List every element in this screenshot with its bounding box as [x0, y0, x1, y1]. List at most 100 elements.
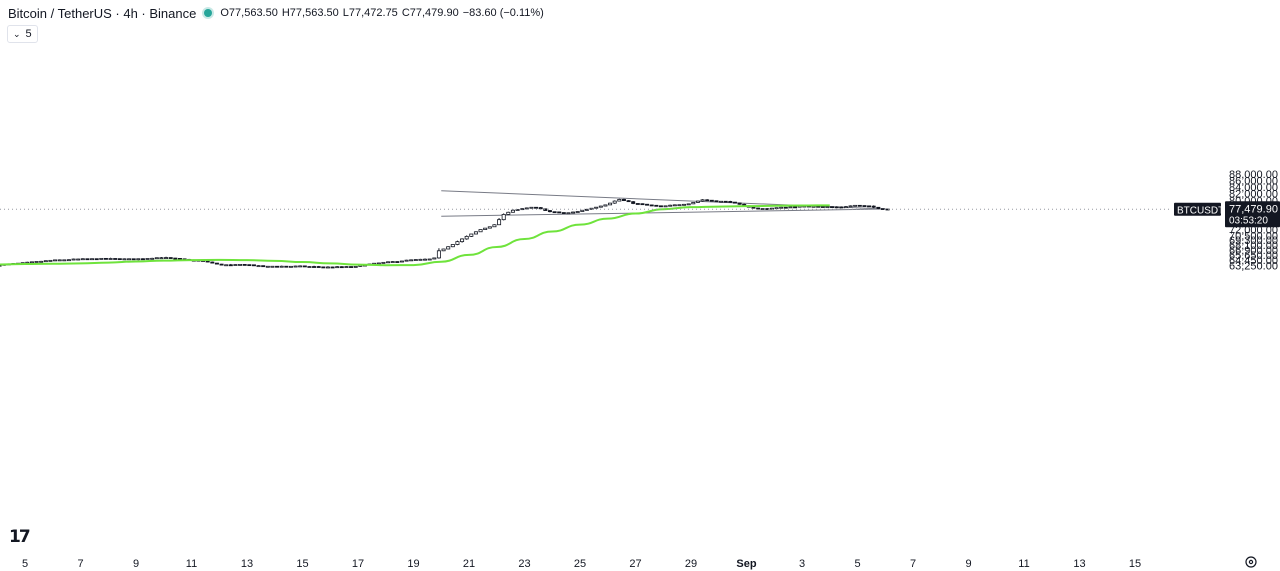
candle — [617, 198, 622, 202]
candle — [478, 229, 483, 233]
price-tick-label: 84,000.00 — [1229, 182, 1278, 194]
price-tick-label: 70,500.00 — [1229, 230, 1278, 242]
candle — [168, 257, 173, 259]
indicators-toggle-button[interactable]: ⌄ 5 — [7, 25, 38, 43]
candle — [386, 261, 391, 264]
candle — [834, 206, 839, 209]
candle — [48, 259, 53, 262]
candle — [265, 265, 270, 268]
candle — [159, 257, 164, 260]
candle — [663, 205, 668, 208]
price-tick-label: 63,250.00 — [1229, 260, 1278, 272]
market-status-icon[interactable] — [204, 9, 213, 17]
candle — [575, 211, 580, 213]
candle — [279, 265, 284, 268]
time-axis[interactable]: 5 7 9 11 13 15 17 19 21 23 25 27 29 Sep 3 5 7 9 11 13 15 — [22, 558, 1141, 570]
candle — [460, 238, 465, 243]
candle — [830, 206, 835, 209]
time-tick-label: Sep — [736, 558, 756, 570]
current-price-badge: BTCUSDT 77,479.90 03:53:20 — [1174, 201, 1280, 228]
price-tick-label: 66,900.00 — [1229, 245, 1278, 257]
candle — [756, 207, 761, 210]
candle — [589, 207, 594, 210]
candle — [288, 265, 293, 268]
candle — [501, 213, 506, 221]
tradingview-logo-icon[interactable]: 17 — [9, 527, 31, 547]
candle — [621, 198, 626, 202]
candle — [635, 203, 640, 205]
price-tick-label: 86,000.00 — [1229, 175, 1278, 187]
candle — [71, 258, 76, 261]
candle — [760, 208, 765, 210]
candle — [677, 204, 682, 207]
candle — [298, 265, 303, 268]
candle — [80, 258, 85, 261]
candle — [626, 200, 631, 203]
price-tag — [1225, 201, 1280, 228]
candle — [534, 206, 539, 209]
candle — [862, 205, 867, 207]
candle — [552, 211, 557, 214]
candle — [469, 233, 474, 237]
candle — [737, 202, 742, 205]
candle — [390, 261, 395, 263]
candle — [122, 258, 127, 261]
candle — [34, 261, 39, 263]
time-tick-label: 9 — [133, 558, 139, 570]
candle — [103, 257, 108, 260]
candle — [547, 210, 552, 213]
candle — [62, 259, 67, 262]
candle — [580, 209, 585, 212]
candle — [66, 259, 71, 262]
candle — [672, 204, 677, 207]
candle — [779, 206, 784, 209]
candle — [293, 265, 298, 268]
candle — [39, 260, 44, 263]
candle — [483, 227, 488, 230]
candle — [242, 264, 247, 266]
candle — [571, 211, 576, 214]
candle — [700, 199, 705, 202]
change-value: −83.60 (−0.11%) — [462, 7, 544, 19]
candle — [876, 206, 881, 210]
candle — [649, 204, 654, 207]
candle — [719, 200, 724, 203]
symbol-title[interactable]: Bitcoin / TetherUS · 4h · Binance — [8, 5, 197, 21]
pattern-line-lower — [441, 208, 886, 217]
time-tick-label: 11 — [1018, 558, 1029, 570]
candle — [335, 266, 340, 269]
gear-icon[interactable] — [1244, 555, 1258, 569]
candle — [321, 266, 326, 269]
ohlc-values: O77,563.50 H77,563.50 L77,472.75 C77,479… — [220, 7, 543, 19]
chevron-down-icon: ⌄ — [13, 28, 21, 39]
candle — [603, 204, 608, 207]
candle — [441, 248, 446, 252]
time-tick-label: 15 — [296, 558, 308, 570]
candle — [427, 258, 432, 261]
candle — [219, 263, 224, 266]
candle — [783, 206, 788, 209]
candle — [284, 265, 289, 268]
candle — [714, 200, 719, 203]
candle — [853, 204, 858, 207]
candle — [510, 209, 515, 213]
candle — [307, 265, 312, 268]
candle — [409, 259, 414, 262]
candle — [131, 258, 136, 261]
candlestick-series — [0, 198, 890, 269]
candle — [228, 263, 233, 267]
close-value: C77,479.90 — [401, 7, 459, 19]
time-tick-label: 5 — [854, 558, 860, 570]
candle — [654, 204, 659, 207]
time-tick-label: 29 — [685, 558, 697, 570]
time-tick-label: 17 — [352, 558, 364, 570]
candle — [344, 266, 349, 268]
candle — [127, 258, 132, 261]
candle — [339, 266, 344, 269]
candle — [885, 208, 890, 211]
candle — [113, 258, 118, 260]
candle — [224, 264, 229, 267]
price-tick-label: 68,100.00 — [1229, 240, 1278, 252]
candle — [418, 258, 423, 261]
